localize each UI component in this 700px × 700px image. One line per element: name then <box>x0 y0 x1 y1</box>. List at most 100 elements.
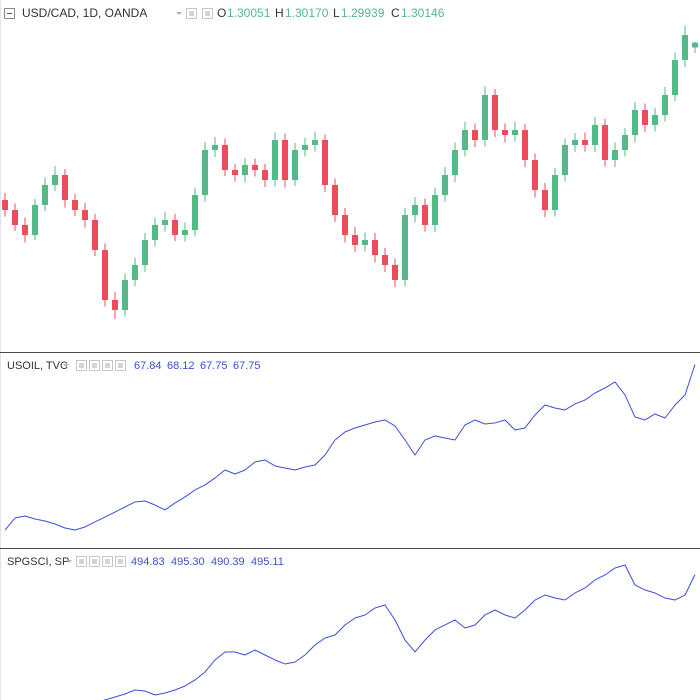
candle-body <box>52 175 58 185</box>
candle-body <box>552 175 558 210</box>
pane-icon-inner <box>105 559 110 564</box>
legend-value: 495.30 <box>171 556 205 568</box>
menu-arrow[interactable] <box>66 560 72 563</box>
legend-value: 1.30051 <box>227 6 271 20</box>
candle-body <box>602 125 608 160</box>
candle-body <box>332 185 338 215</box>
candle-body <box>502 130 508 135</box>
candle-body <box>2 200 8 210</box>
candle-body <box>162 220 168 225</box>
candle-body <box>402 215 408 280</box>
legend-value: 495.11 <box>251 556 284 568</box>
symbol-title: SPGSCI, SP <box>7 556 69 568</box>
pane <box>103 564 696 700</box>
legend-value: 67.75 <box>233 360 261 372</box>
candle-body <box>122 280 128 310</box>
legend-value: 68.12 <box>167 360 195 372</box>
candle-body <box>132 265 138 280</box>
candle-body <box>482 95 488 140</box>
candle-body <box>522 130 528 160</box>
candle-body <box>182 230 188 235</box>
legend-value: 494.83 <box>131 556 165 568</box>
candle-body <box>592 125 598 145</box>
pane-icon-inner <box>92 363 97 368</box>
candle-body <box>152 225 158 240</box>
candle-body <box>562 145 568 175</box>
pane-icon-inner <box>205 11 210 16</box>
candle-body <box>322 140 328 185</box>
candle-body <box>462 130 468 150</box>
candle-body <box>572 140 578 145</box>
candle-body <box>632 110 638 135</box>
candle-body <box>652 115 658 125</box>
candle-body <box>32 205 38 235</box>
pane <box>4 364 696 531</box>
legend-prefix: H <box>275 6 284 20</box>
candle-body <box>212 145 218 150</box>
legend-prefix: O <box>217 6 226 20</box>
pane-icon-inner <box>79 363 84 368</box>
candle-body <box>102 250 108 300</box>
symbol-title: USD/CAD, 1D, OANDA <box>22 6 147 20</box>
pane-icon-inner <box>79 559 84 564</box>
candle-body <box>12 210 18 225</box>
pane <box>2 26 698 319</box>
legend-value: 1.29939 <box>341 6 385 20</box>
candle-body <box>492 95 498 130</box>
candle-body <box>642 110 648 125</box>
candle-body <box>252 165 258 170</box>
candle-body <box>22 225 28 235</box>
candle-body <box>232 170 238 175</box>
candle-body <box>302 145 308 150</box>
pane-icon-inner <box>92 559 97 564</box>
candle-body <box>262 170 268 180</box>
candle-body <box>62 175 68 200</box>
pane-icon-inner <box>105 363 110 368</box>
candle-body <box>172 220 178 235</box>
candle-body <box>312 140 318 145</box>
candle-body <box>542 190 548 210</box>
pane-icon-inner <box>189 11 194 16</box>
candle-body <box>352 235 358 245</box>
candle-body <box>42 185 48 205</box>
candle-body <box>382 255 388 265</box>
candle-body <box>472 130 478 140</box>
symbol-title: USOIL, TVC <box>7 360 68 372</box>
menu-arrow[interactable] <box>63 364 69 367</box>
candle-body <box>242 165 248 175</box>
collapse-button[interactable] <box>4 8 15 19</box>
legend-value: 1.30146 <box>401 6 445 20</box>
candle-body <box>192 195 198 230</box>
candle-body <box>142 240 148 265</box>
candle-body <box>342 215 348 235</box>
series-line <box>4 364 696 531</box>
legend-value: 490.39 <box>211 556 245 568</box>
candle-body <box>392 265 398 280</box>
candle-body <box>412 205 418 215</box>
candle-body <box>692 42 698 48</box>
legend-prefix: C <box>391 6 400 20</box>
candle-body <box>82 210 88 220</box>
candle-body <box>292 150 298 180</box>
candle-body <box>532 160 538 190</box>
candle-body <box>682 35 688 60</box>
candle-body <box>672 60 678 95</box>
pane-icon-inner <box>118 363 123 368</box>
candle-body <box>662 95 668 115</box>
candle-body <box>372 240 378 255</box>
candle-body <box>72 200 78 210</box>
candle-body <box>422 205 428 225</box>
candle-body <box>452 150 458 175</box>
legend-value: 67.75 <box>200 360 228 372</box>
candle-body <box>282 140 288 180</box>
candle-body <box>612 150 618 160</box>
candle-body <box>512 130 518 135</box>
menu-arrow[interactable] <box>176 12 182 15</box>
legend-value: 1.30170 <box>285 6 329 20</box>
candle-body <box>362 240 368 245</box>
candle-body <box>112 300 118 310</box>
candle-body <box>222 145 228 170</box>
